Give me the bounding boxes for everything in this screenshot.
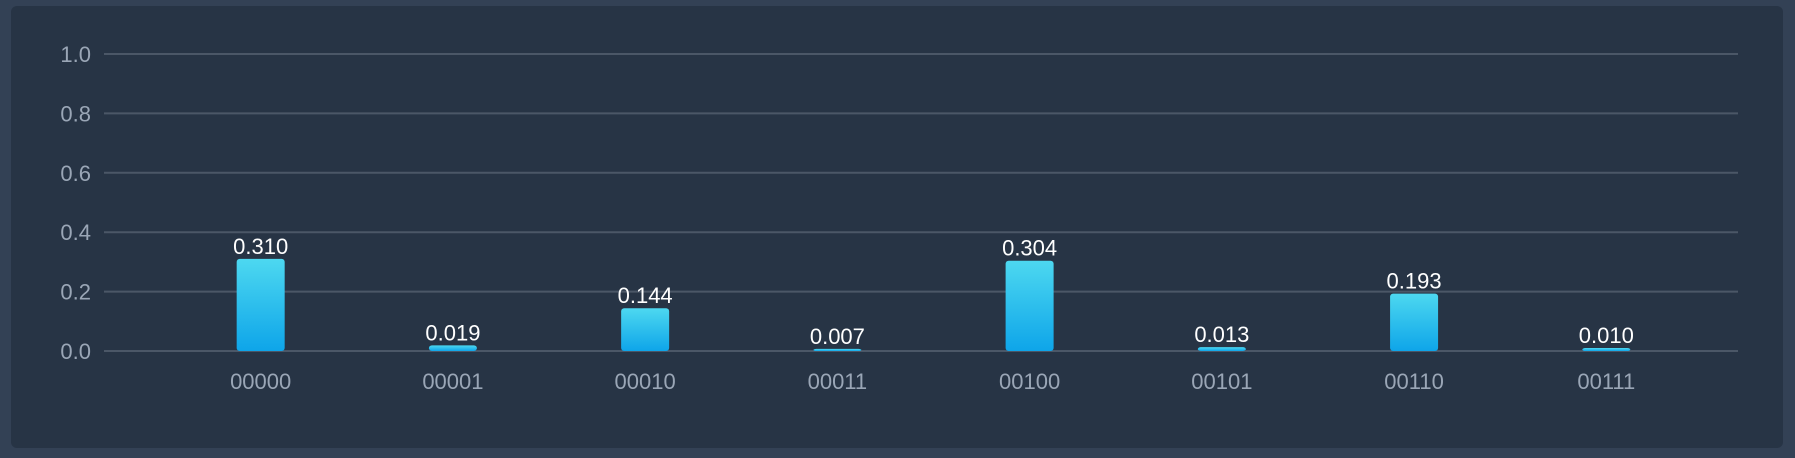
value-label-00010: 0.144 xyxy=(618,283,673,308)
bar-00011[interactable] xyxy=(813,348,862,351)
y-tick-label: 0.6 xyxy=(60,161,91,186)
bars xyxy=(236,258,1631,351)
y-tick-label: 0.0 xyxy=(60,339,91,364)
bar-00001[interactable] xyxy=(428,345,477,351)
bar-00010[interactable] xyxy=(621,308,670,351)
value-labels: 0.310 0.019 0.144 0.007 0.304 0.013 0.193 0.010 xyxy=(233,234,1634,349)
value-label-00011: 0.007 xyxy=(810,324,865,349)
y-tick-label: 0.4 xyxy=(60,220,91,245)
x-category-label-00100: 00100 xyxy=(999,369,1060,394)
bar-00100[interactable] xyxy=(1005,260,1054,351)
x-axis-categories: 00000 00001 00010 00011 00100 00101 00110 00111 xyxy=(230,369,1635,394)
value-label-00101: 0.013 xyxy=(1194,322,1249,347)
bar-chart: 0.00.20.40.60.81.0 0.3100.0190.1440.0070… xyxy=(60,42,1738,394)
y-tick-label: 1.0 xyxy=(60,42,91,67)
value-label-00110: 0.193 xyxy=(1387,269,1442,294)
chart-panel: 0.0 0.2 0.4 0.6 0.8 1.0 0.310 0.019 0.144 0.007 0… xyxy=(11,6,1783,448)
x-category-label-00001: 00001 xyxy=(422,369,483,394)
x-category-label-00011: 00011 xyxy=(808,369,868,394)
x-category-label-00101: 00101 xyxy=(1191,369,1252,394)
x-category-label-00110: 00110 xyxy=(1384,369,1444,394)
x-category-label-00000: 00000 xyxy=(230,369,291,394)
bar-00111[interactable] xyxy=(1582,348,1631,351)
value-label-00000: 0.310 xyxy=(233,234,288,259)
value-label-00001: 0.019 xyxy=(425,320,480,345)
value-label-00100: 0.304 xyxy=(1002,236,1057,261)
y-tick-label: 0.8 xyxy=(60,101,91,126)
bar-00101[interactable] xyxy=(1197,347,1246,351)
x-category-label-00111: 00111 xyxy=(1577,369,1635,394)
y-axis-ticks: 0.0 0.2 0.4 0.6 0.8 1.0 xyxy=(60,42,91,364)
value-label-00111: 0.010 xyxy=(1579,323,1634,348)
y-tick-label: 0.2 xyxy=(60,280,91,305)
grid-lines xyxy=(104,53,1738,352)
x-category-label-00010: 00010 xyxy=(615,369,676,394)
bar-00000[interactable] xyxy=(236,258,285,351)
bar-00110[interactable] xyxy=(1390,293,1439,351)
